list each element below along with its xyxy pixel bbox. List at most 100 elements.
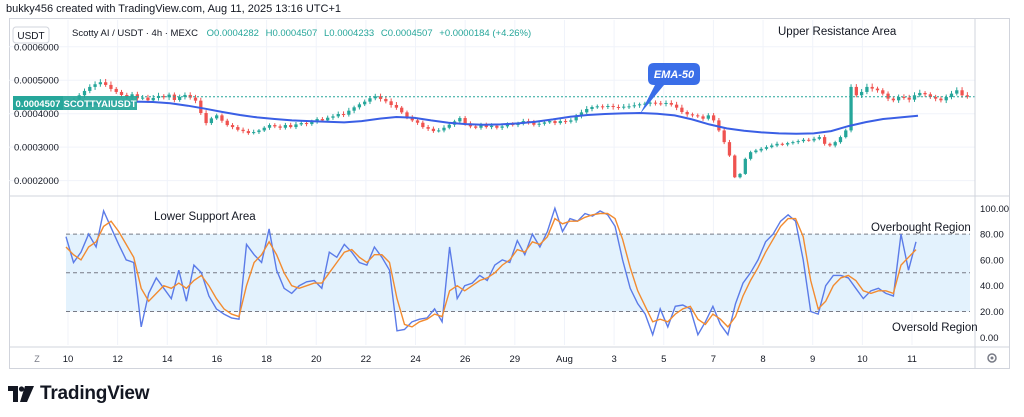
candle-body — [130, 94, 134, 98]
time-tick-label: 26 — [460, 354, 471, 365]
candle-body — [648, 102, 652, 104]
candle-body — [484, 125, 488, 128]
candle-body — [162, 95, 166, 98]
oscillator-tick-label: 20.00 — [980, 307, 1004, 318]
axis-layer: 0.0006000 0.0005000 0.0004000 0.0003000 0.00… — [14, 42, 1009, 365]
symbol-name: Scotty AI / USDT · 4h · MEXC — [72, 28, 198, 39]
timezone-button[interactable]: Z — [34, 354, 40, 364]
candle-body — [88, 86, 92, 91]
candle-body — [791, 142, 795, 144]
ema-layer — [65, 100, 919, 135]
time-tick-label: Aug — [556, 354, 573, 365]
candle-body — [505, 124, 510, 127]
oversold-label: Oversold Region — [892, 322, 978, 334]
candle-body — [674, 104, 679, 108]
candle-body — [178, 96, 182, 100]
price-tick-label: 0.0003000 — [14, 143, 59, 154]
candle-body — [183, 94, 187, 97]
lower-support-label: Lower Support Area — [154, 211, 256, 223]
candle-body — [844, 130, 848, 138]
oscillator-tick-label: 0.00 — [980, 333, 999, 344]
overbought-label: Overbought Region — [871, 222, 971, 234]
candle-body — [193, 97, 198, 101]
candle-body — [167, 94, 171, 98]
candle-body — [955, 90, 959, 94]
candle-body — [886, 93, 890, 99]
candle-body — [209, 118, 214, 124]
candle-body — [257, 130, 261, 133]
oscillator-tick-label: 80.00 — [980, 230, 1004, 241]
candle-body — [532, 122, 536, 125]
candle-body — [733, 155, 737, 178]
candle-body — [394, 104, 399, 108]
candle-body — [627, 106, 631, 108]
candle-body — [854, 86, 858, 96]
candle-body — [896, 96, 901, 101]
candle-body — [278, 126, 282, 128]
candle-body — [151, 97, 155, 101]
chart-frame — [9, 18, 1010, 369]
candle-body — [933, 96, 938, 99]
candle-body — [785, 143, 790, 145]
candle-body — [812, 138, 816, 141]
candle-body — [447, 124, 451, 128]
price-tick-label: 0.0004000 — [14, 109, 59, 120]
candle-body — [870, 86, 874, 89]
candle-body — [616, 107, 621, 108]
candle-body — [696, 115, 700, 117]
currency-label: USDT — [17, 31, 44, 42]
candle-body — [664, 102, 668, 104]
candle-body — [437, 130, 441, 132]
candle-body — [632, 105, 636, 107]
candle-body — [706, 115, 710, 119]
candle-body — [262, 127, 266, 131]
candle-body — [495, 125, 499, 128]
candle-body — [669, 102, 673, 105]
stoch-k-line — [65, 206, 917, 337]
candle-body — [622, 106, 626, 108]
candle-body — [336, 114, 340, 117]
candle-body — [542, 122, 547, 124]
tradingview-logo-icon — [8, 386, 34, 402]
candle-body — [82, 90, 87, 96]
candle-body — [357, 104, 362, 108]
candle-body — [548, 121, 552, 123]
candle-body — [283, 125, 288, 128]
candle-body — [236, 127, 240, 130]
candle-body — [220, 115, 224, 121]
time-tick-label: 29 — [510, 354, 521, 365]
candle-body — [574, 116, 578, 121]
price-tag-value-box — [13, 96, 63, 110]
oscillator-tick-label: 60.00 — [980, 255, 1004, 266]
time-tick-label: 24 — [410, 354, 421, 365]
candle-body — [717, 120, 721, 131]
oscillator-tick-label: 100.00 — [980, 204, 1009, 215]
candle-body — [637, 104, 642, 106]
candle-body — [590, 107, 594, 110]
candle-body — [352, 107, 356, 111]
candle-body — [252, 132, 256, 134]
candle-body — [172, 94, 177, 100]
candle-body — [701, 116, 705, 119]
candle-body — [405, 112, 409, 118]
stoch-d-line — [65, 212, 917, 328]
candle-body — [727, 142, 732, 156]
candle-body — [822, 137, 827, 144]
chart-attribution: bukky456 created with TradingView.com, A… — [6, 3, 341, 15]
price-tick-label: 0.0002000 — [14, 176, 59, 187]
candle-body — [928, 94, 932, 97]
candle-body — [415, 120, 420, 123]
symbol-info-line: Scotty AI / USDT · 4h · MEXC O0.0004282 … — [72, 28, 531, 39]
ohlc-high: H0.0004507 — [266, 28, 318, 39]
candle-body — [849, 86, 853, 131]
settings-icon[interactable] — [987, 353, 997, 363]
candle-body — [569, 120, 573, 122]
candle-body — [690, 114, 695, 116]
candle-body — [600, 106, 605, 108]
candle-body — [400, 107, 404, 113]
candle-body — [949, 93, 954, 97]
candle-body — [378, 96, 383, 99]
candle-body — [479, 125, 483, 128]
candle-body — [489, 125, 494, 128]
